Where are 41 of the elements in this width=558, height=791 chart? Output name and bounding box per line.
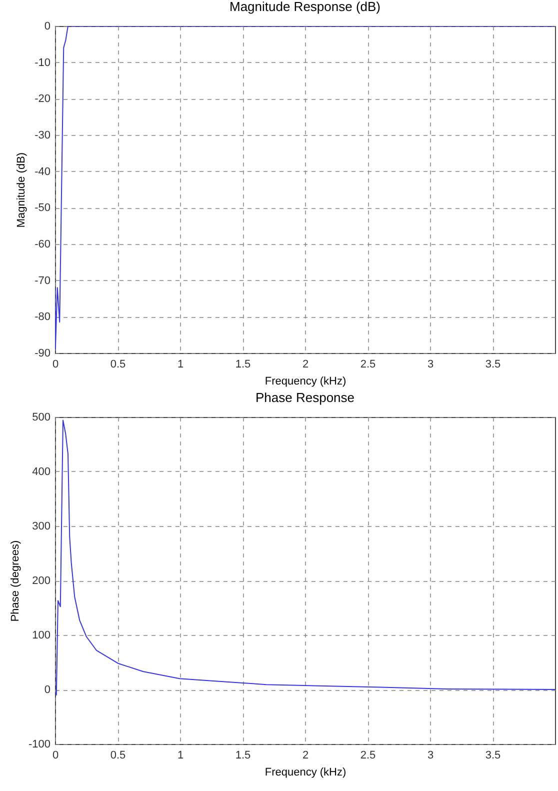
x-tick-label: 3 <box>427 358 434 370</box>
x-tick-label: 3 <box>427 750 434 762</box>
y-tick-label: -70 <box>34 274 50 287</box>
x-tick-label: 2 <box>302 750 309 762</box>
y-axis-title: Magnitude (dB) <box>16 152 28 228</box>
y-tick-label: 100 <box>32 630 50 642</box>
x-tick-label: 0 <box>52 750 59 762</box>
x-tick-label: 0 <box>52 358 59 370</box>
y-tick-label: 0 <box>44 684 50 696</box>
chart-title: Phase Response <box>255 390 355 405</box>
y-tick-label: 300 <box>32 520 50 532</box>
x-tick-label: 3.5 <box>485 358 501 370</box>
y-tick-label: -60 <box>34 238 50 250</box>
y-tick-label: -40 <box>34 166 50 178</box>
y-tick-label: -30 <box>34 130 50 142</box>
x-tick-label: 0.5 <box>110 750 126 762</box>
y-tick-label: -100 <box>28 738 50 750</box>
x-tick-label: 1 <box>177 358 184 370</box>
x-tick-label: 1 <box>177 750 184 762</box>
y-tick-label: -90 <box>34 348 50 360</box>
x-tick-label: 1.5 <box>235 750 251 762</box>
y-axis-title: Phase (degrees) <box>9 540 22 622</box>
x-tick-label: 1.5 <box>235 358 251 370</box>
chart-title: Magnitude Response (dB) <box>229 0 381 14</box>
line-series <box>55 420 555 696</box>
x-axis-title: Frequency (kHz) <box>264 766 346 778</box>
y-tick-label: -50 <box>34 202 50 214</box>
x-tick-label: 3.5 <box>485 750 501 762</box>
y-tick-label: -20 <box>34 93 50 106</box>
x-tick-label: 2.5 <box>360 750 376 762</box>
y-tick-label: 200 <box>32 575 50 587</box>
y-tick-label: 400 <box>32 466 50 478</box>
y-tick-label: 0 <box>44 20 50 32</box>
y-tick-label: -10 <box>34 56 50 69</box>
y-tick-label: 500 <box>32 412 50 424</box>
x-tick-label: 2.5 <box>360 358 376 370</box>
y-tick-label: -80 <box>34 311 50 324</box>
x-tick-label: 0.5 <box>110 358 126 370</box>
x-axis-title: Frequency (kHz) <box>264 376 346 388</box>
line-series <box>55 26 555 350</box>
x-tick-label: 2 <box>302 358 309 370</box>
